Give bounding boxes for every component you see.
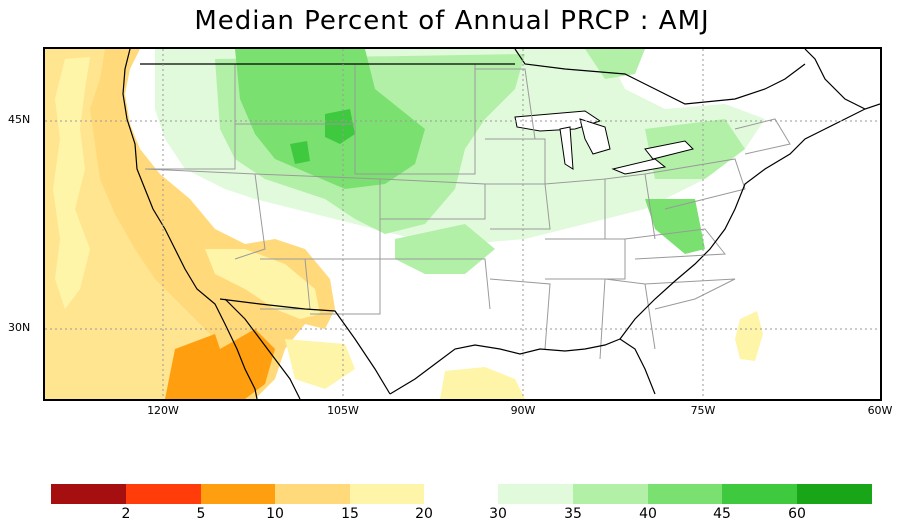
legend-swatch-dry-2: [126, 484, 201, 504]
graticule: [45, 49, 880, 399]
lon-label-105w: 105W: [327, 404, 359, 417]
legend-label-30: 30: [489, 506, 507, 522]
legend-swatch-wet-1: [498, 484, 573, 504]
legend-label-15: 15: [341, 506, 359, 522]
legend-label-5: 5: [196, 506, 206, 522]
legend-label-2: 2: [121, 506, 131, 522]
coastlines: [122, 49, 880, 399]
lat-label-30n: 30N: [8, 321, 31, 334]
wet-shading: [155, 49, 765, 274]
legend-swatch-wet-4: [722, 484, 797, 504]
map-canvas: [45, 49, 880, 399]
lon-label-90w: 90W: [510, 404, 536, 417]
legend-swatch-dry-4: [275, 484, 350, 504]
legend-swatch-dry-3: [201, 484, 275, 504]
legend-label-60: 60: [788, 506, 806, 522]
lon-label-75w: 75W: [690, 404, 716, 417]
great-lakes: [514, 110, 694, 175]
legend-label-10: 10: [266, 506, 284, 522]
legend-swatch-wet-5: [797, 484, 872, 504]
dry-shading: [45, 49, 763, 399]
lon-label-120w: 120W: [147, 404, 179, 417]
color-legend: 2 5 10 15 20 30 35 40 45 60: [0, 482, 904, 530]
precip-map: [43, 47, 882, 401]
legend-label-20: 20: [415, 506, 433, 522]
legend-swatch-wet-2: [573, 484, 648, 504]
legend-swatch-dry-1: [51, 484, 126, 504]
lon-label-60w: 60W: [867, 404, 893, 417]
legend-label-40: 40: [639, 506, 657, 522]
lat-label-45n: 45N: [8, 113, 31, 126]
legend-swatch-dry-5: [350, 484, 424, 504]
legend-label-35: 35: [564, 506, 582, 522]
legend-label-45: 45: [713, 506, 731, 522]
legend-swatch-wet-3: [648, 484, 722, 504]
map-title: Median Percent of Annual PRCP : AMJ: [194, 6, 710, 36]
